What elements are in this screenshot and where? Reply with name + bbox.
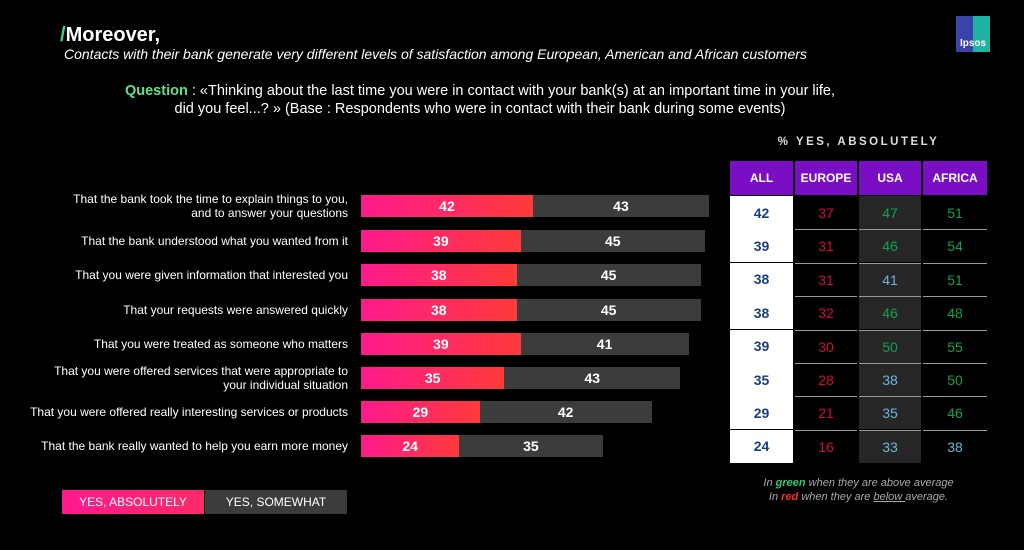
table-note: In green when they are above average In … <box>730 476 987 504</box>
table-cell: 46 <box>859 296 921 330</box>
bar-somewhat: 45 <box>516 264 701 286</box>
table-cell: 30 <box>795 329 857 363</box>
table-cell: 39 <box>730 329 793 363</box>
slide-subtitle: Contacts with their bank generate very d… <box>64 46 807 62</box>
bar-absolutely: 29 <box>361 401 480 423</box>
table-cell: 38 <box>730 296 793 330</box>
legend-somewhat: YES, SOMEWHAT <box>205 490 347 514</box>
table-cell: 31 <box>795 262 857 296</box>
table-cell: 21 <box>795 396 857 430</box>
note-red: red <box>781 491 799 503</box>
category-label: That the bank really wanted to help you … <box>41 439 348 453</box>
bar-absolutely: 39 <box>361 230 521 252</box>
table-cell: 16 <box>795 429 857 463</box>
table-cell: 37 <box>795 196 857 229</box>
table-cell: 46 <box>923 396 987 430</box>
bar-absolutely: 38 <box>361 299 517 321</box>
table-cell: 24 <box>730 429 793 463</box>
table-cell: 38 <box>859 363 921 396</box>
note-text: In <box>763 477 776 489</box>
table-cell: 50 <box>859 329 921 363</box>
category-label: That you were given information that int… <box>75 268 348 282</box>
note-text: average. <box>905 491 949 503</box>
table-cell: 32 <box>795 296 857 330</box>
title-slash: / <box>60 24 66 46</box>
table-header-europe: EUROPE <box>795 161 857 195</box>
question-line1: : «Thinking about the last time you were… <box>187 83 835 99</box>
table-cell: 38 <box>730 262 793 296</box>
table-cell: 31 <box>795 229 857 263</box>
bar-absolutely: 35 <box>361 367 505 389</box>
table-cell: 47 <box>859 196 921 229</box>
table-cell: 33 <box>859 429 921 463</box>
category-label: That the bank understood what you wanted… <box>81 234 348 248</box>
bar-somewhat: 43 <box>504 367 681 389</box>
bar-somewhat: 41 <box>520 333 689 355</box>
note-text: when they are <box>798 491 874 503</box>
question: Question : «Thinking about the last time… <box>100 82 860 118</box>
bar-somewhat: 45 <box>516 299 701 321</box>
note-text: In <box>768 491 782 503</box>
bar-absolutely: 42 <box>361 195 533 217</box>
table-cell: 35 <box>859 396 921 430</box>
table-cell: 35 <box>730 363 793 396</box>
title-text: Moreover, <box>65 24 161 46</box>
category-label: That the bank took the time to explain t… <box>73 192 348 220</box>
bar-somewhat: 42 <box>479 401 652 423</box>
table-cell: 29 <box>730 396 793 430</box>
category-label: That you were treated as someone who mat… <box>93 337 348 351</box>
table-cell: 38 <box>923 429 987 463</box>
note-underlined: below <box>873 491 906 503</box>
table-header-usa: USA <box>859 161 921 195</box>
bar-somewhat: 43 <box>532 195 709 217</box>
table-cell: 48 <box>923 296 987 330</box>
table-cell: 51 <box>923 196 987 229</box>
question-label: Question <box>124 83 188 99</box>
note-text: when they are above average <box>805 477 954 489</box>
table-cell: 28 <box>795 363 857 396</box>
table-cell: 51 <box>923 262 987 296</box>
table-cell: 41 <box>859 262 921 296</box>
category-label: That your requests were answered quickly <box>123 303 348 317</box>
legend-absolutely: YES, ABSOLUTELY <box>62 490 204 514</box>
table-cell: 39 <box>730 229 793 263</box>
table-cell: 55 <box>923 329 987 363</box>
category-label: That you were offered really interesting… <box>30 405 348 419</box>
table-cell: 50 <box>923 363 987 396</box>
table-cell: 46 <box>859 229 921 263</box>
table-cell: 42 <box>730 196 793 229</box>
table-header-all: ALL <box>730 161 793 195</box>
bar-somewhat: 35 <box>459 435 603 457</box>
category-label: That you were offered services that were… <box>54 364 348 392</box>
ipsos-logo: Ipsos <box>956 16 990 52</box>
slide-title: /Moreover, <box>60 24 160 47</box>
note-green: green <box>775 477 806 489</box>
bar-absolutely: 38 <box>361 264 517 286</box>
table-header-africa: AFRICA <box>923 161 987 195</box>
question-line2: did you feel...? » (Base : Respondents w… <box>174 101 786 117</box>
table-title: % YES, ABSOLUTELY <box>777 136 940 148</box>
bar-somewhat: 45 <box>520 230 705 252</box>
table-cell: 54 <box>923 229 987 263</box>
logo-text: Ipsos <box>959 38 987 49</box>
bar-absolutely: 39 <box>361 333 521 355</box>
bar-absolutely: 24 <box>361 435 460 457</box>
